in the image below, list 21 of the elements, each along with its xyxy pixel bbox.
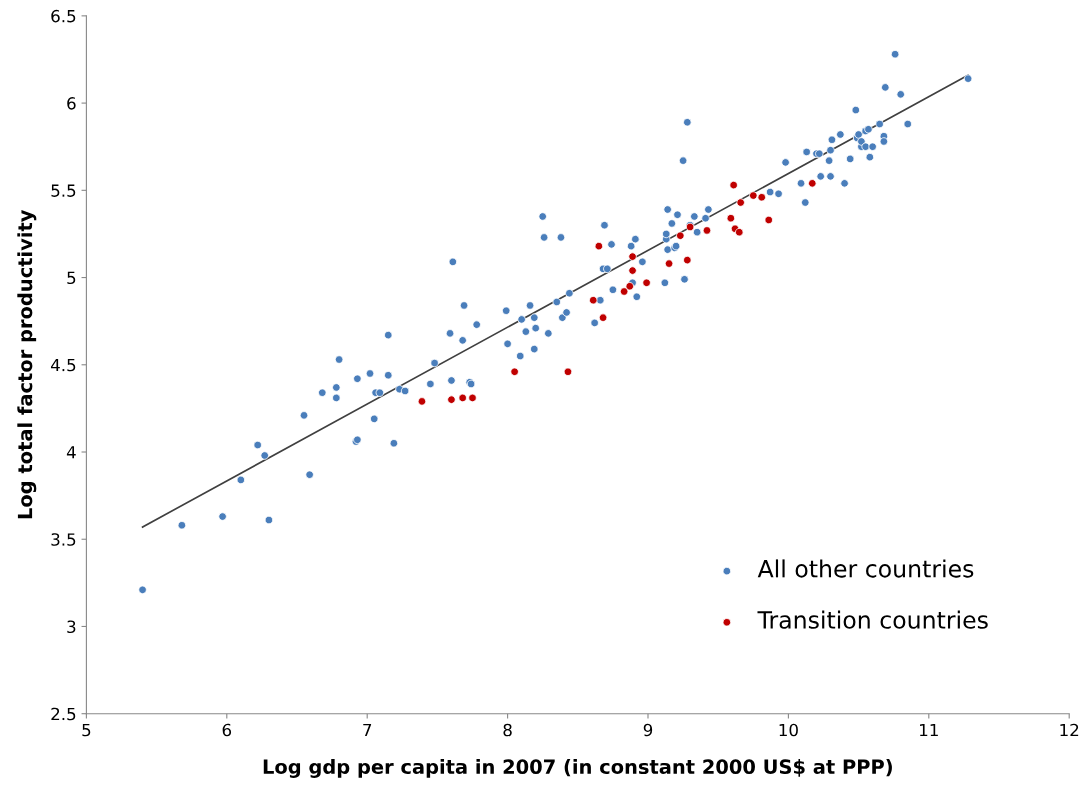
legend-label: All other countries [757, 559, 974, 578]
y-tick-label: 5.5 [51, 184, 76, 197]
x-tick-label: 7 [363, 723, 372, 737]
y-tick-label: 6.5 [51, 9, 76, 23]
y-axis-title: Log total factor productivity [17, 209, 37, 519]
y-tick-label: 3 [67, 620, 76, 634]
x-tick-label: 12 [1060, 723, 1079, 737]
y-tick-label: 4 [66, 446, 76, 459]
y-tick-label: 5 [67, 271, 76, 285]
y-tick-label: 6 [67, 97, 76, 110]
x-tick-label: 8 [503, 723, 512, 737]
x-tick-label: 5 [82, 723, 91, 737]
legend-label: Transition countries [757, 610, 988, 629]
x-tick-label: 10 [779, 723, 798, 737]
y-tick-label: 3.5 [51, 533, 76, 546]
x-tick-label: 11 [920, 723, 938, 737]
y-tick-label: 4.5 [50, 358, 76, 372]
x-tick-label: 9 [643, 723, 653, 737]
x-tick-label: 6 [222, 723, 232, 737]
x-axis-title: Log gdp per capita in 2007 (in constant 2000 US$ at PPP) [263, 759, 892, 778]
y-tick-label: 2.5 [51, 707, 76, 721]
